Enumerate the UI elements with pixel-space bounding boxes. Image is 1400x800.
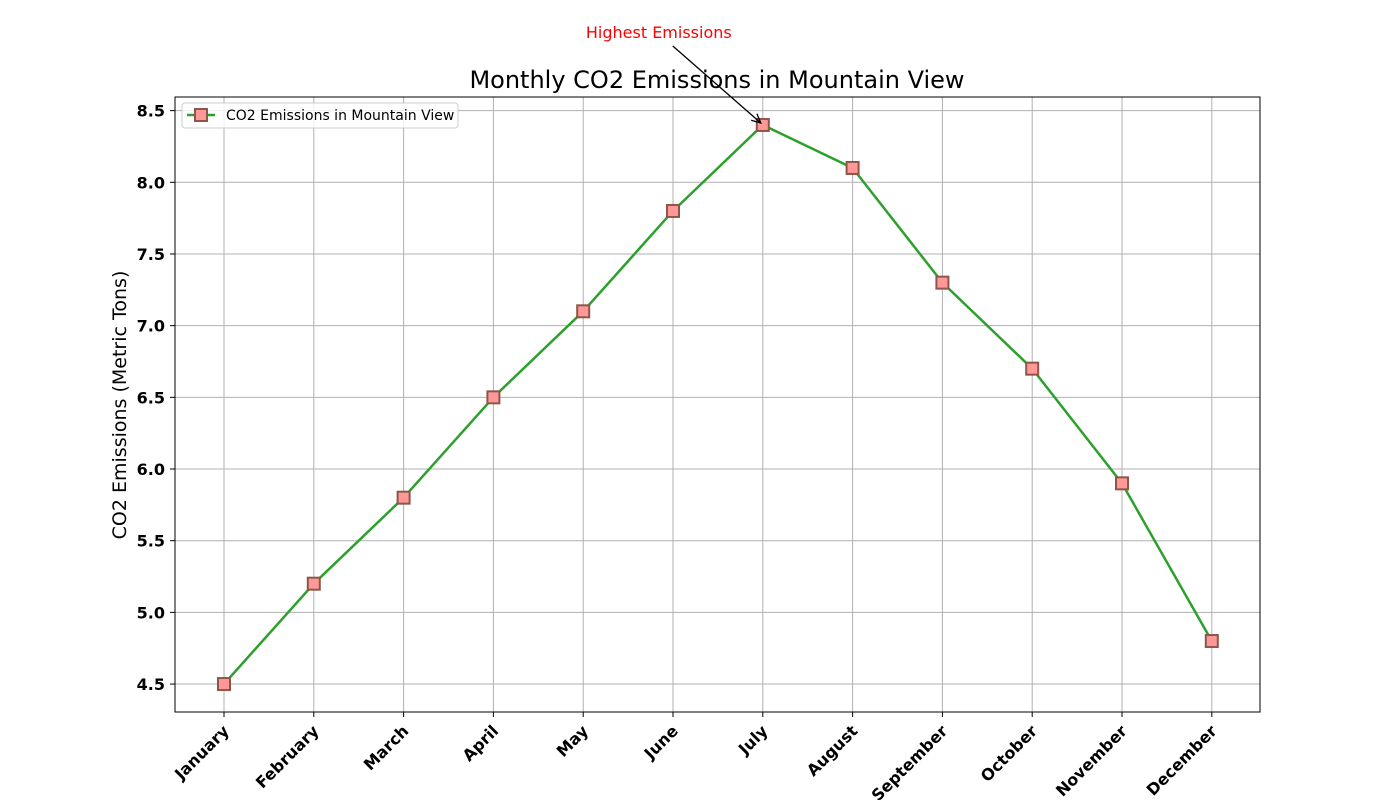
series-layer [217, 117, 1219, 692]
y-tick-label: 5.5 [137, 532, 165, 551]
y-tick-label: 6.5 [137, 388, 165, 407]
y-axis: 4.5 5.0 5.5 6.0 6.5 7.0 7.5 8.0 8.5 [137, 102, 175, 694]
annotation: Highest Emissions [586, 23, 762, 124]
y-axis-label: CO2 Emissions (Metric Tons) [109, 271, 131, 540]
data-point [1025, 361, 1040, 376]
y-tick-label: 6.0 [137, 460, 165, 479]
chart-title: Monthly CO2 Emissions in Mountain View [469, 66, 964, 94]
data-point [666, 203, 680, 218]
annotation-arrow [672, 45, 762, 124]
legend-box [181, 102, 459, 129]
data-point [396, 490, 411, 505]
y-tick-label: 8.5 [137, 102, 165, 121]
data-point [576, 304, 591, 319]
data-point [486, 390, 501, 405]
annotation-arrow-head [750, 113, 762, 124]
y-tick-label: 7.0 [137, 317, 165, 336]
plot-area-frame [174, 96, 1261, 713]
data-point [217, 677, 231, 692]
data-point [845, 160, 860, 175]
data-point [1204, 634, 1219, 649]
annotation-label: Highest Emissions [586, 23, 732, 42]
legend-entry-label: CO2 Emissions in Mountain View [226, 108, 454, 124]
legend-marker-sample [194, 108, 208, 122]
grid-lines [175, 97, 1260, 712]
data-point [1115, 476, 1129, 491]
y-tick-label: 4.5 [137, 675, 165, 694]
data-point [306, 576, 321, 591]
legend: CO2 Emissions in Mountain View [181, 102, 459, 129]
data-point [935, 275, 950, 290]
y-tick-label: 8.0 [137, 173, 165, 192]
series-line [223, 123, 1213, 685]
y-tick-label: 5.0 [137, 603, 165, 622]
y-tick-label: 7.5 [137, 245, 165, 264]
